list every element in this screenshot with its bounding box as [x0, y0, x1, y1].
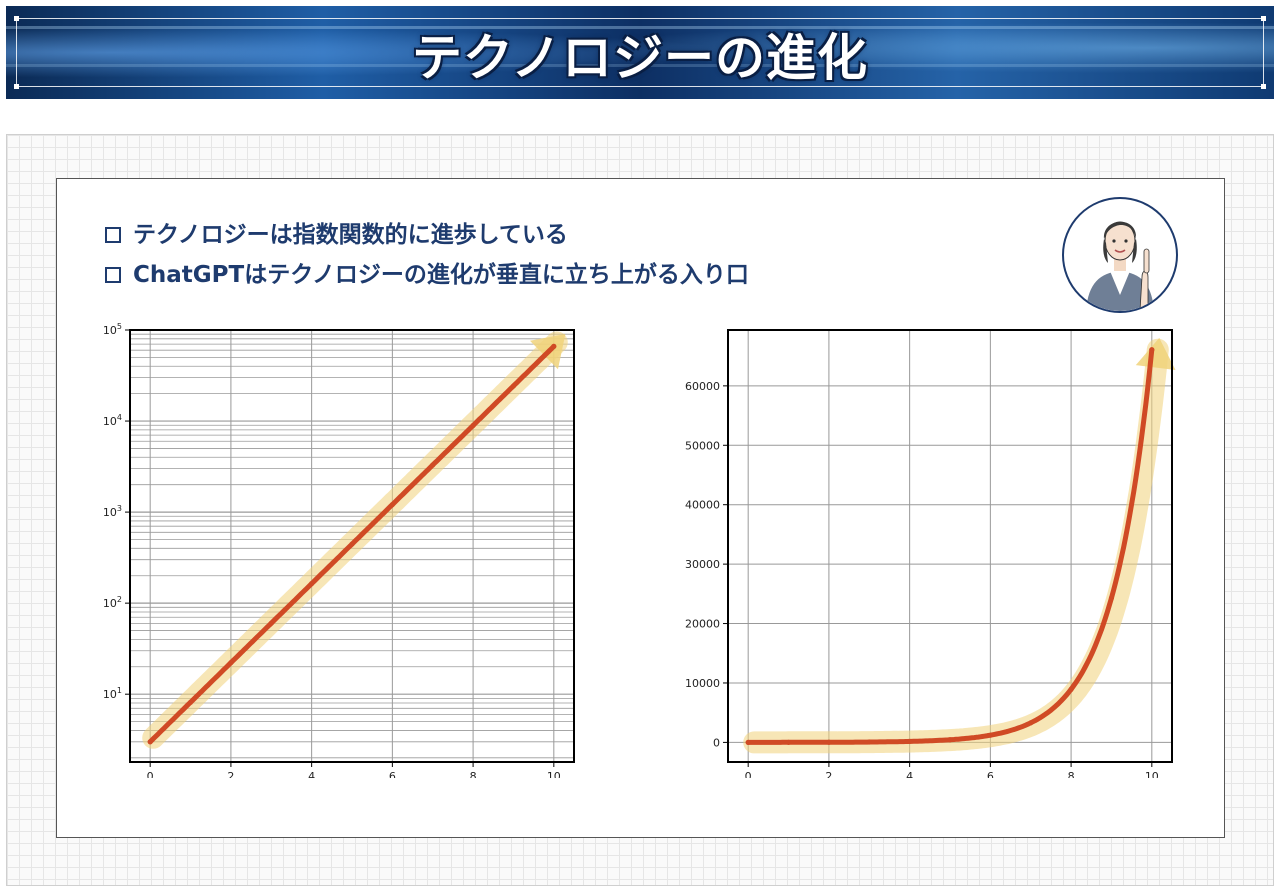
trend-arrow-shaft — [743, 338, 1169, 754]
y-tick-label: 20000 — [685, 618, 720, 631]
checkbox-icon — [105, 227, 121, 243]
y-tick-label: 105 — [103, 322, 122, 337]
y-tick-label: 60000 — [685, 380, 720, 393]
data-point — [907, 738, 913, 745]
data-point — [349, 541, 355, 547]
log-scale-chart: 0 2 4 6 8 10 101 102 103 104 105 — [103, 322, 575, 778]
bullet-text: ChatGPTはテクノロジーの進化が垂直に立ち上がる入り口 — [133, 262, 749, 288]
linear-scale-chart: 0 2 4 6 8 10 0 10000 20000 30000 40000 50000 60000 — [685, 329, 1176, 778]
bullet-item: テクノロジーは指数関数的に進歩している — [105, 215, 568, 249]
checkbox-icon — [105, 267, 121, 283]
data-point — [1108, 595, 1115, 601]
x-tick-label: 6 — [987, 770, 994, 778]
y-tick-label: 10000 — [685, 677, 720, 690]
page-title: テクノロジーの進化 — [412, 29, 868, 87]
y-tick-label: 30000 — [685, 558, 720, 571]
x-tick-label: 6 — [389, 770, 396, 778]
y-tick-label: 50000 — [685, 439, 720, 452]
x-tick-label: 2 — [227, 770, 234, 778]
x-tick-label: 0 — [745, 770, 752, 778]
data-point — [826, 739, 832, 745]
data-point — [309, 581, 315, 587]
data-point — [1028, 720, 1034, 726]
x-tick-label: 4 — [906, 770, 913, 778]
x-tick-label: 0 — [147, 770, 154, 778]
data-point — [147, 739, 153, 745]
data-point — [187, 699, 194, 705]
x-tick-label: 10 — [547, 770, 561, 778]
plot-frame — [129, 329, 575, 763]
data-point — [228, 660, 234, 666]
bullet-text: テクノロジーは指数関数的に進歩している — [133, 222, 568, 248]
x-tick-label: 8 — [1068, 770, 1075, 778]
trend-arrow-head — [1135, 337, 1176, 371]
data-point — [551, 343, 557, 349]
data-point — [866, 739, 872, 745]
y-tick-label: 104 — [103, 413, 122, 428]
x-tick-label: 4 — [308, 770, 315, 778]
data-point — [1149, 347, 1155, 353]
data-point — [510, 383, 517, 389]
presenter-illustration-icon — [1086, 221, 1154, 311]
x-tick-label: 2 — [825, 770, 832, 778]
data-point — [430, 462, 436, 468]
y-tick-label: 103 — [103, 504, 122, 519]
banner-frame — [14, 16, 1266, 89]
data-point — [1068, 686, 1074, 692]
data-point — [785, 739, 792, 745]
data-point — [947, 737, 953, 743]
presenter-avatar — [1062, 197, 1178, 313]
y-tick-label: 101 — [103, 686, 122, 701]
data-point — [470, 422, 476, 429]
plot-frame — [727, 329, 1173, 763]
data-point — [987, 732, 993, 738]
x-tick-label: 10 — [1145, 770, 1159, 778]
y-tick-label: 40000 — [685, 499, 720, 512]
data-point — [745, 739, 751, 745]
bullet-item: ChatGPTはテクノロジーの進化が垂直に立ち上がる入り口 — [105, 255, 749, 289]
data-point — [268, 620, 274, 626]
x-tick-label: 8 — [470, 770, 477, 778]
header-banner: テクノロジーの進化 — [6, 6, 1274, 99]
y-tick-label: 102 — [103, 595, 122, 610]
y-tick-label: 0 — [713, 736, 720, 749]
data-point — [389, 501, 395, 508]
